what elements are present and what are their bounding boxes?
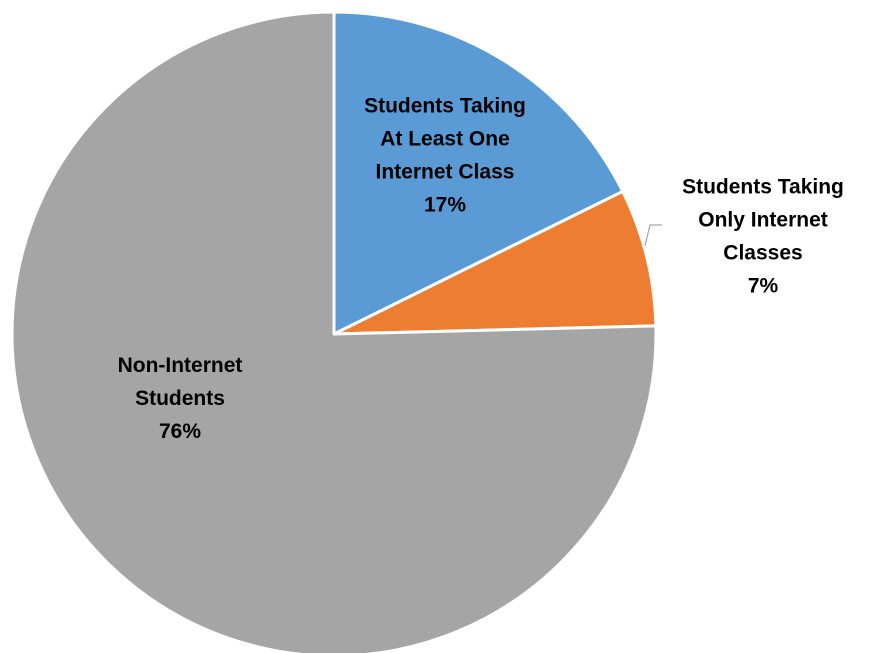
data-label-non-internet-students: Non-Internet Students 76% bbox=[118, 354, 243, 443]
data-label-percent: 17% bbox=[424, 194, 466, 217]
data-label-line: Internet Class bbox=[376, 161, 515, 184]
data-label-line: At Least One bbox=[380, 128, 510, 151]
data-label-students-taking-at-least-one-internet-class: Students Taking At Least One Internet Clas… bbox=[364, 95, 526, 217]
pie-slice-students-taking-only-internet-classes bbox=[332, 189, 658, 336]
data-label-line: Students bbox=[135, 387, 225, 410]
data-label-line: Non-Internet bbox=[118, 354, 243, 377]
data-labels: Students Taking At Least One Internet Clas… bbox=[118, 95, 844, 444]
pie-slice-students-taking-at-least-one-internet-class bbox=[332, 10, 625, 336]
pie-slices bbox=[10, 10, 658, 653]
data-label-percent: 76% bbox=[159, 420, 201, 443]
data-label-line: Only Internet bbox=[698, 209, 828, 232]
data-label-students-taking-only-internet-classes: Students Taking Only Internet Classes 7% bbox=[682, 176, 844, 298]
leader-lines bbox=[644, 224, 662, 247]
data-label-line: Students Taking bbox=[364, 95, 526, 118]
pie-slice-non-internet-students bbox=[10, 10, 658, 653]
data-label-percent: 7% bbox=[748, 275, 779, 298]
leader-line-students-taking-only-internet-classes bbox=[644, 224, 662, 247]
data-label-line: Students Taking bbox=[682, 176, 844, 199]
data-label-line: Classes bbox=[723, 242, 802, 265]
